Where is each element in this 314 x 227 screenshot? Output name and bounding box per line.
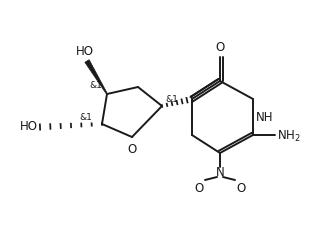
Text: &1: &1 <box>79 113 92 121</box>
Text: HO: HO <box>76 45 94 58</box>
Text: &1: &1 <box>165 95 178 104</box>
Text: NH: NH <box>256 110 273 123</box>
Text: O: O <box>236 182 246 195</box>
Text: O: O <box>194 182 203 195</box>
Text: O: O <box>127 142 137 155</box>
Text: HO: HO <box>20 120 38 133</box>
Text: &1: &1 <box>89 81 102 90</box>
Text: NH$_2$: NH$_2$ <box>277 128 301 143</box>
Text: N: N <box>216 165 225 178</box>
Text: O: O <box>215 41 225 54</box>
Polygon shape <box>85 60 107 95</box>
